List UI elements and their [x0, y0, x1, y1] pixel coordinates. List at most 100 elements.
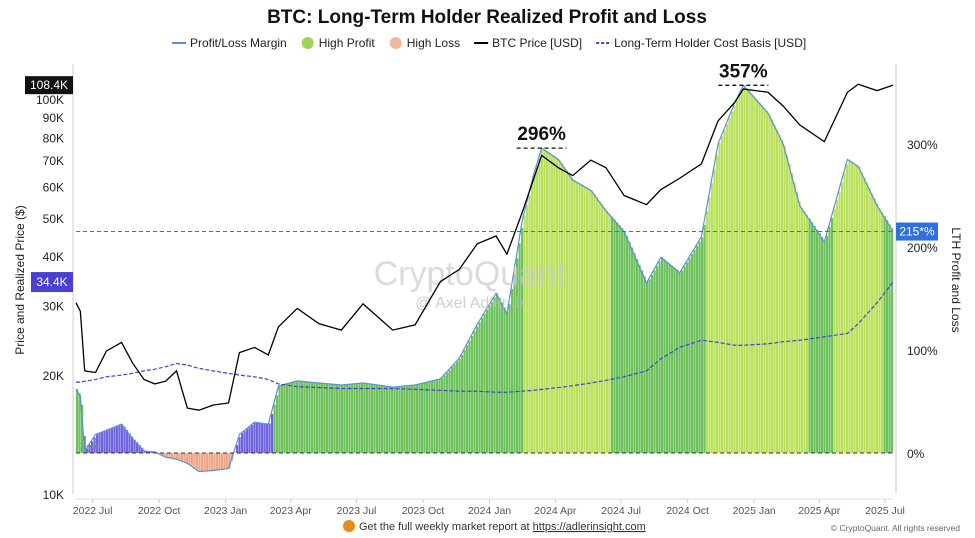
margin-bar: [603, 207, 606, 453]
margin-bar: [793, 182, 796, 454]
margin-bar: [768, 114, 771, 453]
margin-bar: [226, 453, 229, 469]
zero-label: Zero: [80, 442, 101, 453]
margin-bar: [536, 166, 539, 453]
margin-bar: [198, 453, 201, 472]
margin-bar: [498, 297, 501, 453]
margin-bar: [701, 237, 704, 453]
margin-bar: [106, 430, 109, 453]
margin-bar: [291, 382, 294, 453]
margin-bar: [236, 445, 239, 453]
margin-bar: [821, 236, 824, 453]
margin-bar: [368, 383, 371, 453]
margin-bar: [533, 175, 536, 453]
margin-bar: [868, 187, 871, 453]
margin-bar: [371, 384, 374, 453]
margin-bar: [606, 210, 609, 453]
margin-bar: [773, 124, 776, 453]
legend-item: High Profit: [301, 36, 375, 50]
margin-bar: [101, 432, 104, 453]
margin-bar: [876, 203, 879, 453]
margin-bar: [168, 453, 171, 458]
margin-bar: [823, 240, 826, 453]
margin-bar: [566, 170, 569, 453]
margin-bar: [558, 159, 561, 454]
margin-bar: [503, 307, 506, 453]
margin-bar: [706, 211, 709, 453]
margin-bar: [796, 191, 799, 453]
margin-bar: [271, 414, 274, 453]
margin-bar: [483, 314, 486, 453]
margin-bar: [388, 386, 391, 453]
margin-bar: [591, 190, 594, 453]
margin-bar: [856, 165, 859, 454]
margin-bar: [178, 453, 181, 460]
watermark: CryptoQuant: [374, 255, 567, 293]
margin-bar: [658, 261, 661, 453]
margin-bar: [843, 173, 846, 453]
margin-bar: [513, 273, 516, 453]
y-axis-left-label: Price and Realized Price ($): [13, 205, 27, 354]
margin-bar: [848, 160, 851, 453]
copyright: © CryptoQuant. All rights reserved: [831, 523, 960, 533]
margin-bar: [538, 158, 541, 453]
margin-bar: [826, 235, 829, 453]
margin-bar: [846, 164, 849, 453]
margin-bar: [693, 249, 696, 453]
margin-bar: [651, 274, 654, 453]
margin-bar: [186, 453, 189, 463]
margin-bar: [346, 384, 349, 453]
margin-bar: [206, 453, 209, 472]
margin-bar: [883, 216, 886, 453]
margin-bar: [861, 172, 864, 454]
margin-bar: [263, 423, 266, 453]
current-cost-basis-badge: [31, 272, 73, 293]
y-left-tick-label: 60K: [43, 181, 64, 195]
x-tick-label: 2022 Oct: [138, 505, 181, 517]
x-tick-label: 2024 Apr: [534, 505, 577, 517]
margin-bar: [421, 383, 424, 453]
margin-bar: [508, 304, 511, 453]
margin-bar: [456, 361, 459, 453]
margin-bar: [163, 453, 166, 457]
legend-swatch: [301, 37, 314, 49]
margin-bar: [273, 404, 276, 453]
margin-bar: [336, 384, 339, 453]
margin-bar: [491, 301, 494, 453]
legend-item: High Loss: [389, 36, 460, 50]
margin-bar: [613, 219, 616, 453]
watermark-author: @ Axel Adler Jr: [415, 295, 525, 312]
margin-bar: [471, 336, 474, 453]
margin-bar: [831, 218, 834, 453]
margin-bar: [486, 309, 489, 453]
margin-bar: [838, 191, 841, 453]
margin-bar: [373, 384, 376, 453]
margin-bar: [256, 422, 259, 453]
margin-bar: [261, 423, 264, 453]
margin-bar: [423, 382, 426, 453]
x-tick-label: 2025 Jan: [733, 505, 776, 517]
margin-bar: [458, 359, 461, 453]
margin-bar: [91, 441, 94, 453]
margin-bar: [593, 194, 596, 453]
margin-bar: [183, 453, 186, 462]
margin-bar: [753, 96, 756, 453]
margin-bar: [763, 108, 766, 453]
margin-bar: [736, 100, 739, 453]
margin-bar: [293, 381, 296, 453]
y-left-tick-label: 90K: [43, 111, 64, 125]
margin-bar: [698, 241, 701, 453]
margin-bar: [623, 230, 626, 453]
x-tick-label: 2024 Oct: [666, 505, 709, 517]
margin-bar: [741, 90, 744, 454]
margin-bar: [88, 445, 91, 453]
margin-bar: [786, 154, 789, 453]
margin-bar: [143, 450, 146, 453]
margin-bar: [646, 282, 649, 453]
margin-bar: [833, 209, 836, 453]
margin-bar: [331, 384, 334, 453]
footer-link[interactable]: https://adlerinsight.com: [533, 521, 646, 533]
margin-bar: [506, 312, 509, 453]
margin-bar: [426, 382, 429, 453]
